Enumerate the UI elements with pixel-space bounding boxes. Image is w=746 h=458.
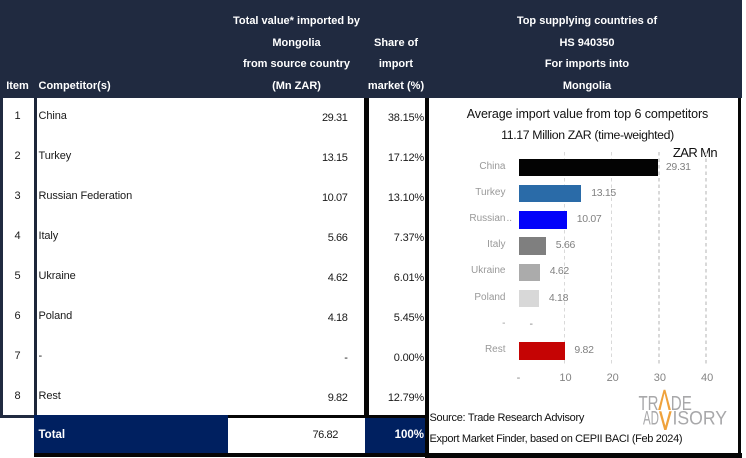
svg-text:TR: TR — [639, 393, 659, 415]
svg-text:DE: DE — [671, 393, 692, 415]
svg-text:ISORY: ISORY — [673, 409, 728, 430]
svg-text:AD: AD — [643, 409, 659, 430]
